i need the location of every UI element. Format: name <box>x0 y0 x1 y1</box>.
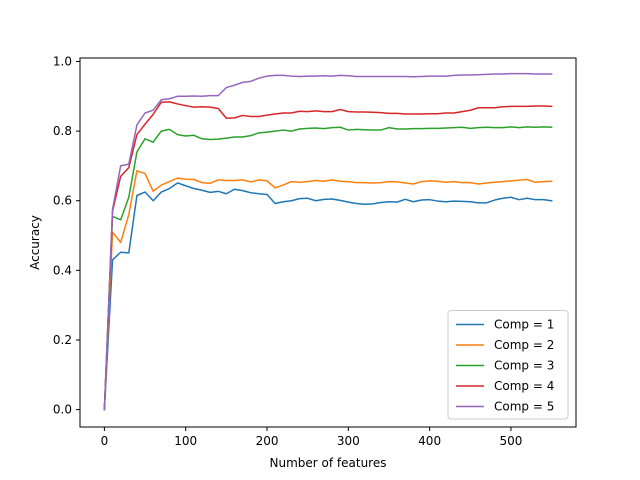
y-tick-label: 0.2 <box>53 333 72 347</box>
y-axis-ticks: 0.0 0.2 0.4 0.6 0.8 1.0 <box>53 54 80 417</box>
series-line-comp-1 <box>103 182 553 411</box>
y-axis-label: Accuracy <box>28 215 42 270</box>
x-tick-label: 200 <box>256 434 279 448</box>
series-line-comp-2 <box>103 170 553 411</box>
x-tick-label: 100 <box>174 434 197 448</box>
x-axis-label: Number of features <box>270 456 387 470</box>
series-line-comp-3 <box>103 126 553 411</box>
y-tick-label: 0.4 <box>53 263 72 277</box>
series-lines <box>103 72 553 411</box>
y-tick-label: 0.0 <box>53 403 72 417</box>
x-tick-label: 500 <box>499 434 522 448</box>
y-tick-label: 1.0 <box>53 54 72 68</box>
legend: Comp = 1 Comp = 2 Comp = 3 Comp = 4 Comp = 5 <box>447 310 569 420</box>
x-tick-label: 0 <box>101 434 109 448</box>
y-tick-label: 0.6 <box>53 194 72 208</box>
series-line-comp-4 <box>103 101 553 411</box>
legend-label-comp-5: Comp = 5 <box>494 400 554 414</box>
x-tick-label: 300 <box>337 434 360 448</box>
series-line-comp-5 <box>103 72 553 411</box>
plot-area-frame <box>79 57 577 428</box>
legend-label-comp-3: Comp = 3 <box>494 359 554 373</box>
legend-label-comp-1: Comp = 1 <box>494 318 554 332</box>
x-axis-ticks: 0 100 200 300 400 500 <box>101 427 522 448</box>
x-tick-label: 400 <box>418 434 441 448</box>
legend-label-comp-2: Comp = 2 <box>494 338 554 352</box>
y-tick-label: 0.8 <box>53 124 72 138</box>
legend-label-comp-4: Comp = 4 <box>494 379 554 393</box>
legend-box <box>447 310 569 420</box>
